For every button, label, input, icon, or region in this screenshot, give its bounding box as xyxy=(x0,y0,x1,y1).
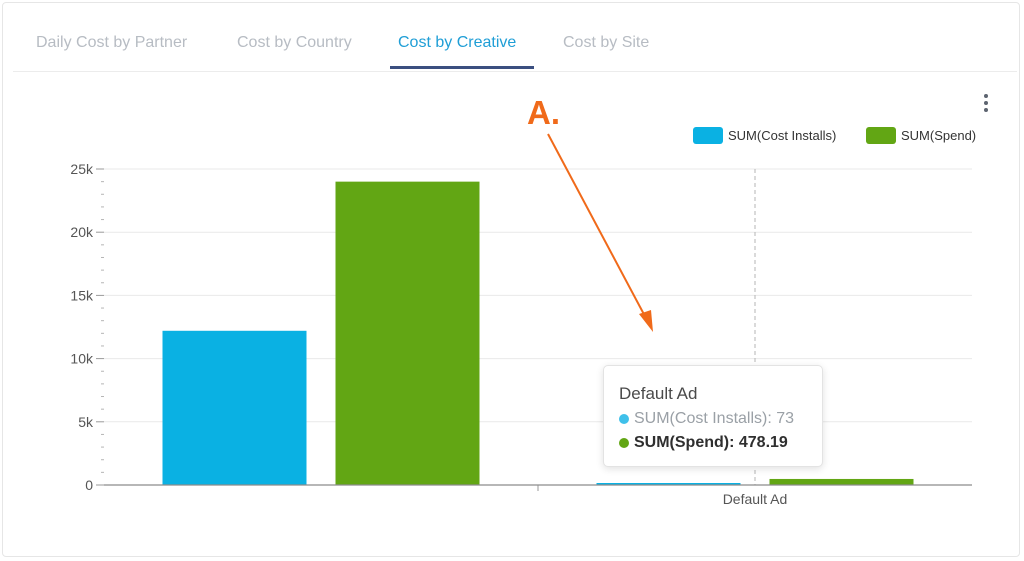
legend-item-cost-installs[interactable]: SUM(Cost Installs) xyxy=(693,126,836,144)
active-tab-indicator xyxy=(390,66,534,69)
tab-bar: Daily Cost by Partner Cost by Country Co… xyxy=(13,3,1017,72)
tooltip-dot-spend xyxy=(619,438,629,448)
tab-cost-by-site[interactable]: Cost by Site xyxy=(563,34,650,51)
tooltip-text-spend: SUM(Spend): 478.19 xyxy=(634,434,788,451)
legend-item-spend[interactable]: SUM(Spend) xyxy=(866,126,976,144)
tab-daily-cost-by-partner[interactable]: Daily Cost by Partner xyxy=(36,34,188,51)
legend-label-cost-installs: SUM(Cost Installs) xyxy=(728,127,837,143)
legend-label-spend: SUM(Spend) xyxy=(901,127,977,143)
tab-cost-by-creative[interactable]: Cost by Creative xyxy=(398,34,517,51)
tooltip-dot-cost-installs xyxy=(619,414,629,424)
tab-cost-by-country[interactable]: Cost by Country xyxy=(237,34,352,51)
annotation-label: A. xyxy=(527,94,560,131)
legend-swatch-cost-installs xyxy=(693,126,723,144)
tooltip-row-spend: SUM(Spend): 478.19 xyxy=(619,434,788,452)
legend-swatch-spend xyxy=(866,126,896,144)
more-options-icon[interactable] xyxy=(979,92,993,116)
tooltip-title: Default Ad xyxy=(619,384,698,403)
tooltip-row-cost-installs: SUM(Cost Installs): 73 xyxy=(619,410,794,428)
tooltip-text-cost-installs: SUM(Cost Installs): 73 xyxy=(634,410,795,427)
tooltip: Default Ad SUM(Cost Installs): 73 SUM(Sp… xyxy=(603,365,823,467)
